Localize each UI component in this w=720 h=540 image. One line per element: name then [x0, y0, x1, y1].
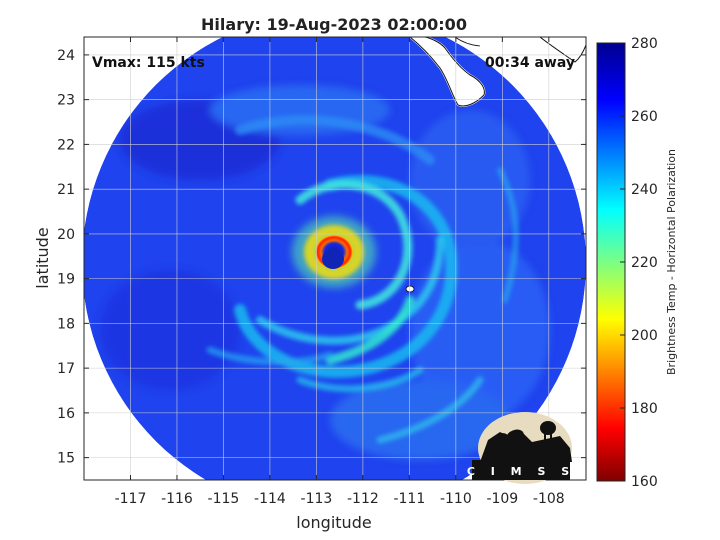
vmax-annotation: Vmax: 115 kts	[92, 55, 205, 71]
y-axis-label: latitude	[33, 227, 52, 288]
y-tick-label: 19	[57, 272, 75, 288]
coastline-baja-california	[408, 37, 586, 107]
colorbar-tick-label: 220	[631, 255, 658, 271]
y-tick-label: 22	[57, 137, 75, 153]
y-tick-label: 20	[57, 227, 75, 243]
island-socorro	[405, 285, 415, 293]
water-tower-icon	[540, 421, 556, 454]
y-tick-label: 15	[57, 451, 75, 467]
y-tick-label: 24	[57, 48, 75, 64]
y-tick-label: 23	[57, 93, 75, 109]
x-axis-ticks: -117 -116 -115 -114 -113 -112 -111 -110 -109 -108	[115, 37, 565, 507]
x-tick-label: -113	[301, 491, 333, 507]
colorbar-tick-label: 260	[631, 109, 658, 125]
colorbar-tick-label: 280	[631, 36, 658, 52]
colorbar-ticks: 160 180 200 220 240 260 280	[620, 36, 658, 490]
x-tick-label: -112	[347, 491, 379, 507]
x-axis-label: longitude	[296, 513, 371, 532]
plot-area: -117 -116 -115 -114 -113 -112 -111 -110 -109 -108…	[57, 36, 587, 507]
satellite-dish-icon	[491, 429, 524, 447]
time-offset-annotation: 00:34 away	[485, 55, 575, 71]
colorbar-tick-label: 160	[631, 474, 658, 490]
colorbar-tick-label: 200	[631, 328, 658, 344]
hurricane-eyewall	[292, 216, 376, 288]
colorbar-tick-label: 180	[631, 401, 658, 417]
x-tick-label: -115	[208, 491, 240, 507]
colorbar: 160 180 200 220 240 260 280 Brightness Temp - …	[596, 36, 678, 490]
brightness-temperature-swath	[84, 37, 586, 480]
y-axis-ticks: 15 16 17 18 19 20 21 22 23 24	[57, 48, 586, 467]
colorbar-tick-label: 240	[631, 182, 658, 198]
y-tick-label: 21	[57, 182, 75, 198]
plot-frame	[83, 36, 587, 481]
x-tick-label: -108	[533, 491, 565, 507]
cimss-logo: C I M S S	[467, 412, 575, 484]
y-tick-label: 18	[57, 316, 75, 332]
x-tick-label: -116	[161, 491, 193, 507]
x-tick-label: -111	[393, 491, 425, 507]
x-tick-label: -109	[486, 491, 518, 507]
colorbar-label: Brightness Temp - Horizontal Polarizatio…	[665, 149, 678, 375]
x-tick-label: -110	[440, 491, 472, 507]
y-tick-label: 17	[57, 361, 75, 377]
figure-title: Hilary: 19-Aug-2023 02:00:00	[201, 15, 467, 34]
hurricane-eye	[322, 249, 344, 269]
x-tick-label: -117	[115, 491, 147, 507]
x-tick-label: -114	[254, 491, 286, 507]
grid-lines	[84, 37, 586, 480]
cimss-logo-text: C I M S S	[467, 465, 575, 478]
y-tick-label: 16	[57, 406, 75, 422]
